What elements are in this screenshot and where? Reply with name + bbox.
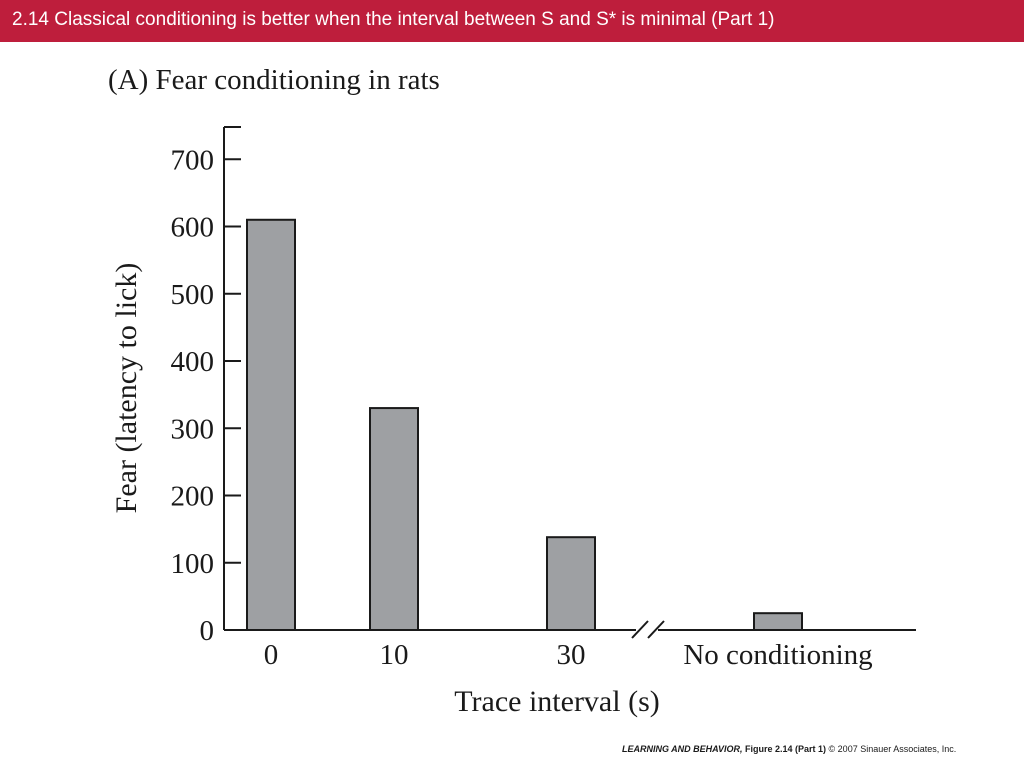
- x-tick-label: 10: [380, 639, 409, 671]
- x-axis-label: Trace interval (s): [454, 685, 660, 718]
- bar: [246, 218, 296, 631]
- y-tick-label: 100: [171, 548, 215, 580]
- footer-credit: LEARNING AND BEHAVIOR, Figure 2.14 (Part…: [622, 744, 956, 754]
- y-tick-label: 200: [171, 481, 215, 513]
- slide-title: 2.14 Classical conditioning is better wh…: [12, 9, 775, 30]
- y-tick-label: 400: [171, 346, 215, 378]
- y-axis-label: Fear (latency to lick): [110, 263, 143, 514]
- bar: [369, 407, 419, 632]
- bar: [546, 536, 596, 632]
- y-ticks: 0 100 200 300 400 500 600 700: [171, 144, 241, 647]
- x-tick-label: No conditioning: [683, 639, 872, 671]
- figure-heading: (A) Fear conditioning in rats: [108, 64, 440, 96]
- x-tick-label: 30: [557, 639, 586, 671]
- axis-break-mark-2: [647, 620, 665, 639]
- x-tick-label: 0: [264, 639, 279, 671]
- axis-break-mark-1: [631, 620, 649, 639]
- bar-chart: 0 100 200 300 400 500 600 700 0 10 30 No condition…: [110, 126, 916, 718]
- x-tick-labels: 0 10 30 No conditioning: [264, 639, 873, 671]
- y-tick-label: 500: [171, 279, 215, 311]
- bar: [753, 612, 803, 631]
- y-tick-label: 600: [171, 212, 215, 244]
- footer-book-title: LEARNING AND BEHAVIOR,: [622, 744, 743, 754]
- footer-figure-ref: Figure 2.14 (Part 1): [742, 744, 827, 754]
- y-tick-label: 300: [171, 413, 215, 445]
- bars: [246, 218, 803, 632]
- y-tick-label: 0: [200, 615, 215, 647]
- y-tick-label: 700: [171, 144, 215, 176]
- title-bar: 2.14 Classical conditioning is better wh…: [0, 0, 1024, 42]
- footer-copyright: © 2007 Sinauer Associates, Inc.: [826, 744, 957, 754]
